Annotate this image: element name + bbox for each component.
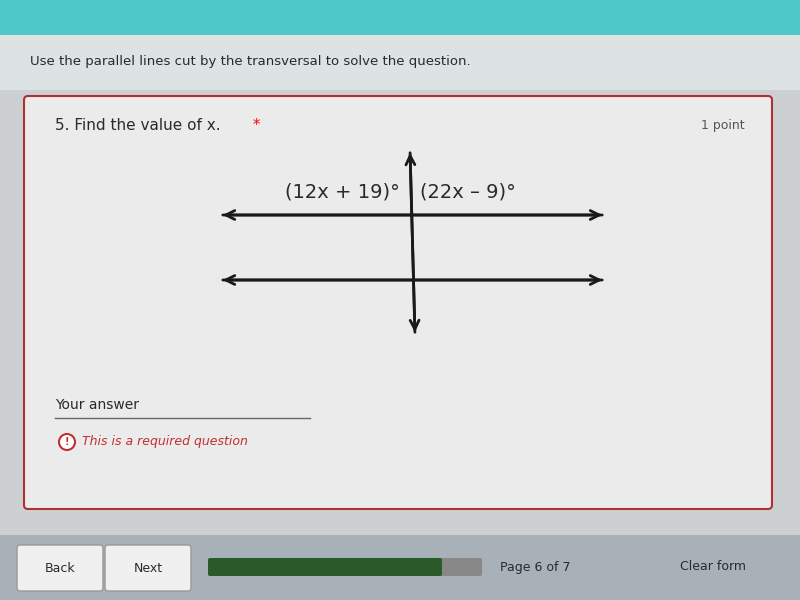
Text: Next: Next: [134, 562, 162, 575]
Text: This is a required question: This is a required question: [82, 436, 248, 449]
Text: Your answer: Your answer: [55, 398, 139, 412]
Text: Clear form: Clear form: [680, 560, 746, 574]
Bar: [0, 90, 800, 535]
FancyBboxPatch shape: [105, 545, 191, 591]
FancyBboxPatch shape: [24, 96, 772, 509]
Text: !: !: [65, 437, 70, 447]
Circle shape: [59, 434, 75, 450]
Text: Back: Back: [45, 562, 75, 575]
Bar: [0, 0, 800, 35]
Bar: [0, 35, 800, 90]
FancyBboxPatch shape: [17, 545, 103, 591]
Bar: [0, 535, 800, 600]
Text: 5. Find the value of x.: 5. Find the value of x.: [55, 118, 221, 133]
Text: *: *: [248, 118, 261, 133]
Text: (22x – 9)°: (22x – 9)°: [420, 183, 516, 202]
FancyBboxPatch shape: [208, 558, 442, 576]
Text: (12x + 19)°: (12x + 19)°: [285, 183, 400, 202]
FancyBboxPatch shape: [208, 558, 482, 576]
Text: 1 point: 1 point: [702, 118, 745, 131]
Text: Use the parallel lines cut by the transversal to solve the question.: Use the parallel lines cut by the transv…: [30, 55, 470, 68]
Text: Page 6 of 7: Page 6 of 7: [500, 560, 570, 574]
